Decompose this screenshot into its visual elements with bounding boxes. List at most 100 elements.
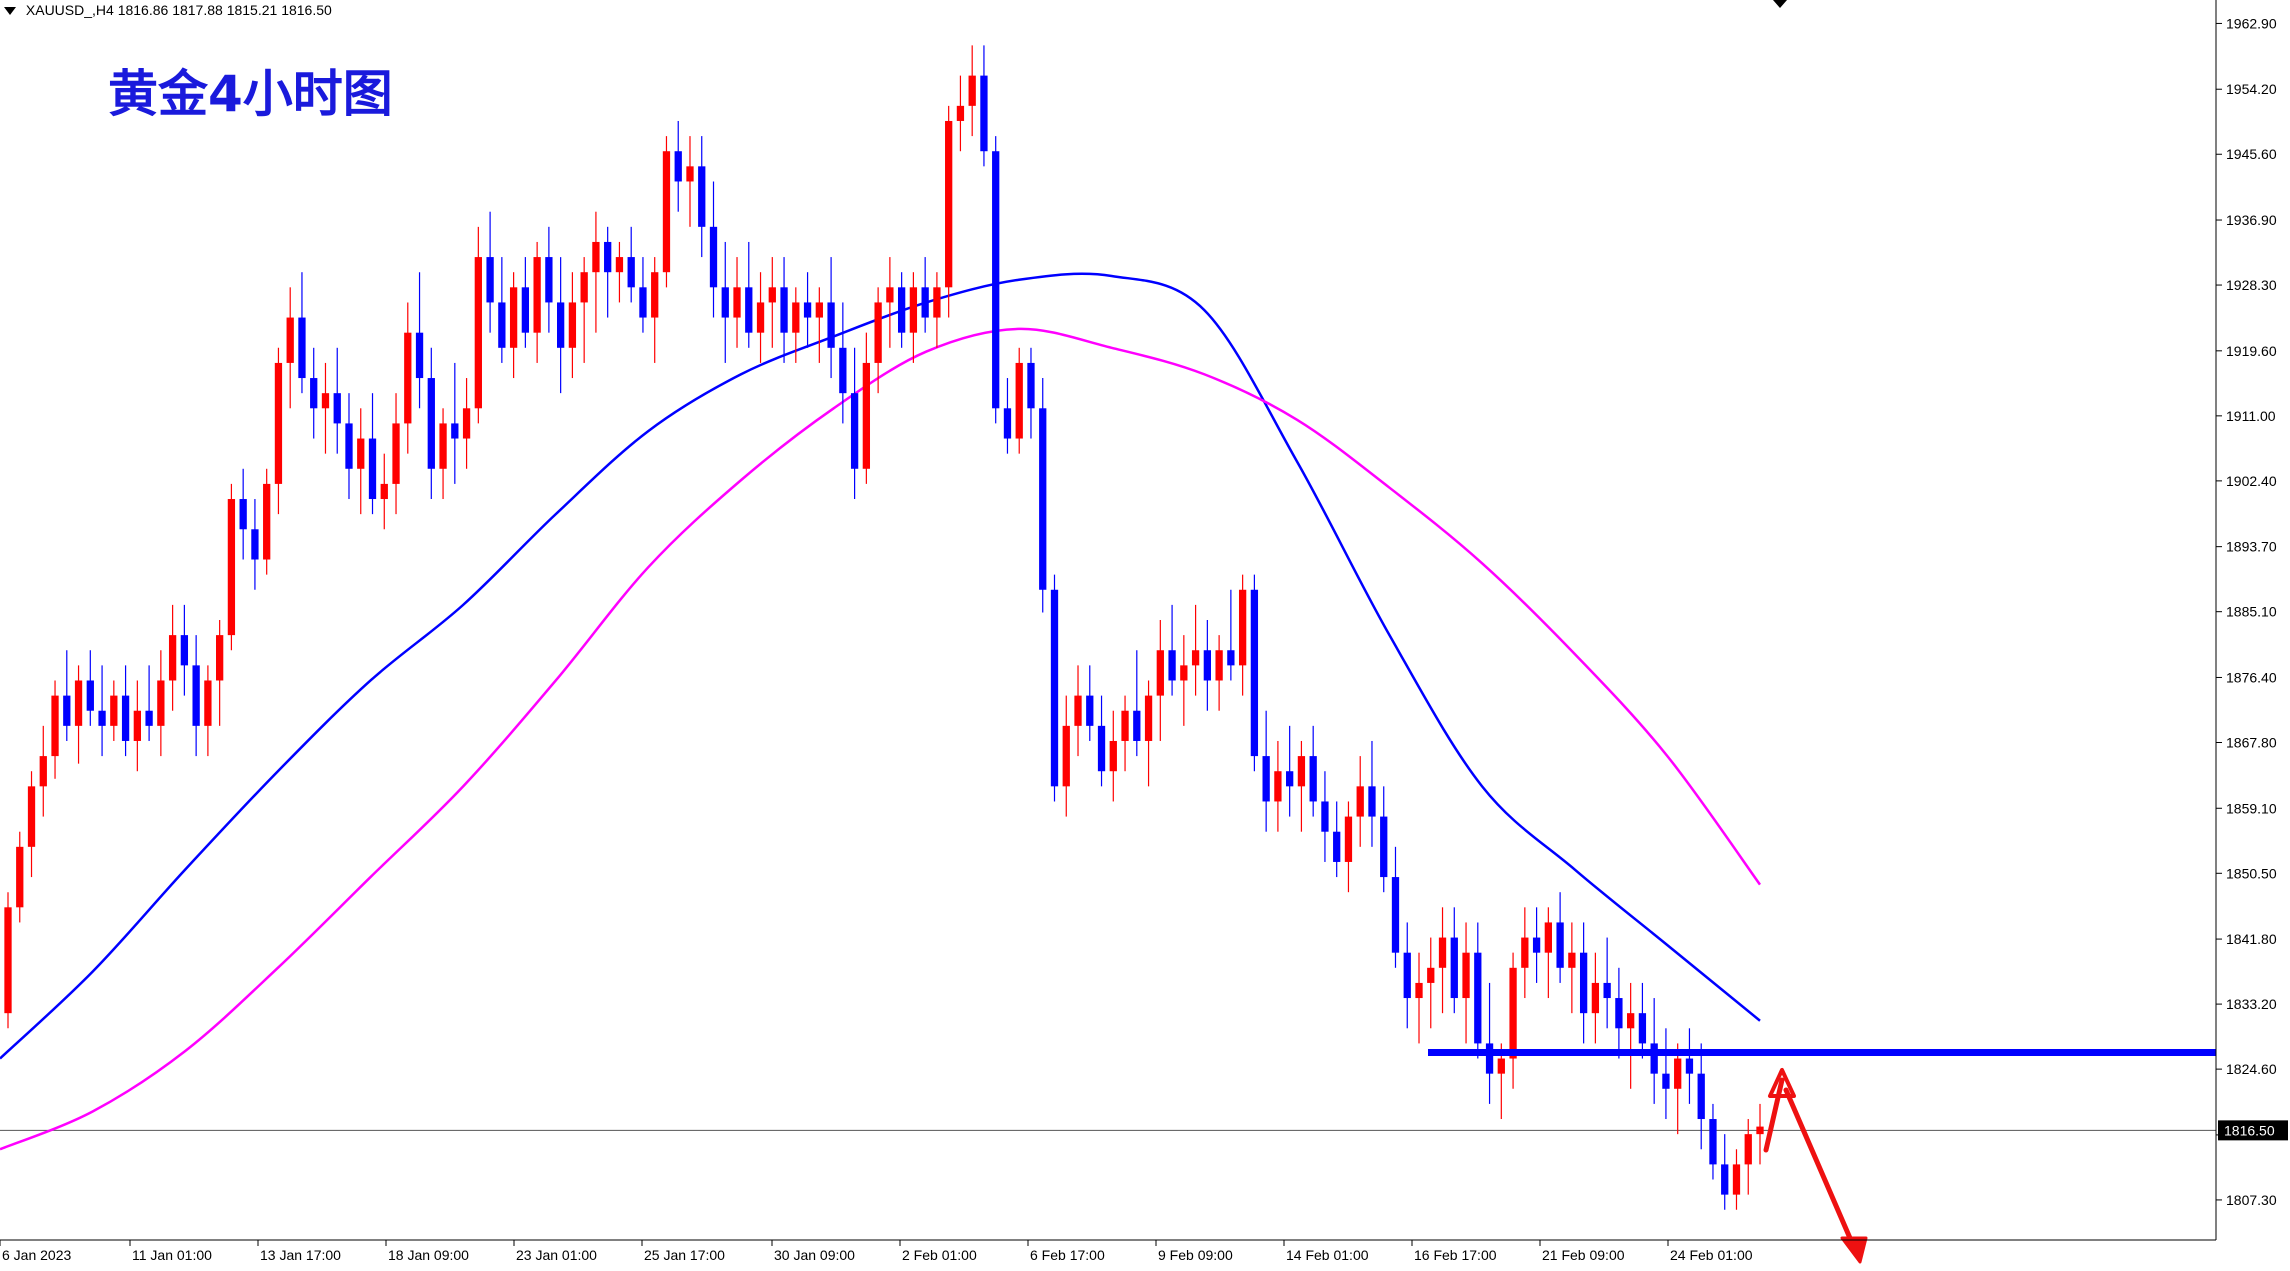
candle-body	[486, 257, 494, 303]
candle-body	[1086, 695, 1094, 726]
y-tick-label: 1919.60	[2226, 343, 2277, 359]
candle-body	[1121, 710, 1129, 741]
symbol-open: 1816.86	[117, 2, 169, 18]
candle-body	[862, 362, 871, 469]
candle-body	[239, 499, 247, 530]
chart-title: 黄金4小时图	[108, 65, 393, 123]
candle-body	[474, 257, 482, 409]
candle-body	[1638, 1013, 1647, 1044]
candle-body	[1262, 756, 1270, 802]
candle-body	[321, 393, 330, 409]
candle-body	[345, 423, 353, 469]
y-tick-label: 1911.00	[2226, 408, 2276, 424]
candle-body	[615, 257, 624, 273]
y-tick-label: 1850.50	[2226, 865, 2277, 881]
symbol-menu-icon[interactable]	[4, 7, 16, 16]
candle-body	[1074, 695, 1082, 726]
candle-body	[110, 695, 118, 726]
symbol-high: 1817.88	[172, 2, 223, 18]
candle-body	[1050, 589, 1059, 787]
candle-body	[897, 287, 906, 333]
candle-body	[874, 302, 882, 363]
y-tick-label: 1928.30	[2226, 277, 2277, 293]
candle-body	[74, 680, 83, 726]
x-tick-label: 14 Feb 01:00	[1286, 1247, 1369, 1263]
candle-body	[1485, 1043, 1494, 1074]
x-tick-label: 9 Feb 09:00	[1158, 1247, 1233, 1263]
candle-body	[298, 317, 306, 379]
y-tick-label: 1962.90	[2226, 15, 2277, 31]
up-arrow-shaft	[1763, 1077, 1785, 1153]
candle-body	[462, 408, 471, 439]
candle-body	[945, 120, 953, 288]
y-tick-label: 1885.10	[2226, 604, 2277, 620]
x-tick-label: 25 Jan 17:00	[644, 1247, 725, 1263]
candle-body	[1509, 967, 1517, 1059]
y-tick-label: 1945.60	[2226, 146, 2277, 162]
candle-body	[1015, 362, 1023, 439]
candle-body	[580, 272, 588, 303]
candle-body	[27, 786, 36, 847]
candle-body	[756, 302, 765, 333]
candle-body	[451, 423, 459, 439]
candle-body	[1662, 1073, 1670, 1089]
candle-body	[1356, 786, 1364, 817]
x-tick-label: 18 Jan 09:00	[388, 1247, 469, 1263]
moving-average-fast	[0, 272, 1761, 1060]
candle-body	[686, 166, 694, 182]
candle-body	[698, 166, 706, 227]
period-marker-icon	[1773, 0, 1787, 8]
y-tick-label: 1841.80	[2226, 931, 2277, 947]
candle-body	[709, 226, 718, 288]
y-tick-label: 1902.40	[2226, 473, 2277, 489]
symbol-info: XAUUSD_,H4 1816.86 1817.88 1815.21 1816.…	[4, 2, 332, 18]
candle-body	[639, 287, 647, 318]
x-tick-label: 6 Jan 2023	[2, 1247, 71, 1263]
candle-body	[368, 438, 377, 500]
candle-body	[192, 665, 200, 726]
down-arrow-shaft	[1783, 1087, 1859, 1255]
candle-body	[439, 423, 447, 469]
candle-body	[333, 393, 341, 424]
candle-body	[133, 710, 141, 741]
candle-body	[980, 75, 988, 152]
candle-body	[886, 287, 894, 303]
candle-body	[1709, 1119, 1717, 1165]
candle-body	[1744, 1134, 1752, 1165]
y-tick-label: 1876.40	[2226, 669, 2277, 685]
candle-body	[1497, 1058, 1505, 1074]
candle-body	[1674, 1058, 1682, 1089]
candle-body	[1003, 408, 1012, 439]
candle-body	[4, 907, 12, 1014]
candle-body	[1474, 952, 1482, 1044]
candle-body	[556, 302, 565, 348]
candle-body	[1062, 725, 1070, 787]
candle-body	[1144, 695, 1153, 741]
candle-body	[1297, 756, 1306, 787]
candle-body	[1039, 408, 1047, 590]
candle-body	[1403, 952, 1411, 999]
candle-body	[157, 680, 165, 726]
candle-body	[651, 272, 659, 318]
x-tick-label: 13 Jan 17:00	[260, 1247, 341, 1263]
candle-body	[803, 302, 812, 318]
y-tick-label: 1867.80	[2226, 734, 2277, 750]
y-tick-label: 1807.30	[2226, 1192, 2277, 1208]
y-tick-label: 1936.90	[2226, 212, 2277, 228]
candle-body	[1685, 1058, 1694, 1074]
candle-body	[1627, 1013, 1635, 1029]
candle-body	[921, 287, 929, 318]
candle-body	[286, 317, 294, 363]
candle-body	[933, 287, 941, 318]
current-price-label: 1816.50	[2224, 1122, 2275, 1138]
candle-body	[1109, 740, 1117, 772]
x-tick-label: 24 Feb 01:00	[1670, 1247, 1753, 1263]
candle-body	[392, 423, 400, 484]
y-tick-label: 1833.20	[2226, 996, 2277, 1012]
candle-body	[521, 287, 530, 333]
candle-body	[1427, 967, 1435, 983]
x-tick-label: 23 Jan 01:00	[516, 1247, 597, 1263]
x-tick-label: 6 Feb 17:00	[1030, 1247, 1105, 1263]
